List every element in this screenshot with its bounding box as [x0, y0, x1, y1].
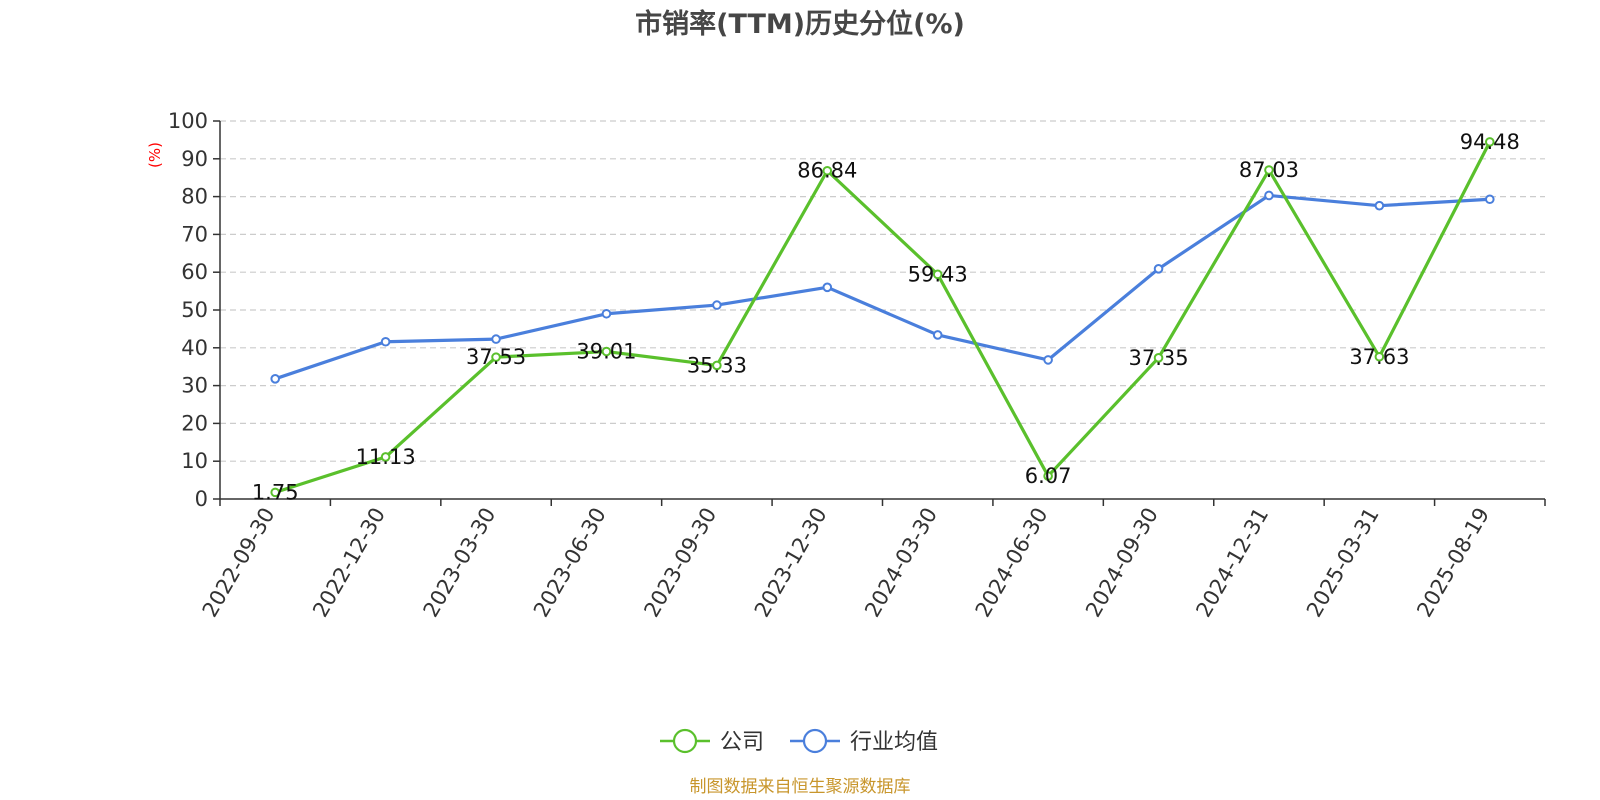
x-tick-label: 2023-06-30	[529, 504, 611, 622]
data-point	[1153, 263, 1164, 274]
data-label: 6.07	[1025, 464, 1072, 488]
data-label: 94.48	[1460, 130, 1520, 154]
data-point	[601, 346, 612, 357]
x-tick-label: 2023-09-30	[639, 504, 721, 622]
data-label: 1.75	[252, 480, 299, 504]
series-line-0	[274, 141, 1492, 494]
x-tick-label: 2023-03-30	[419, 503, 501, 621]
y-tick-label: 20	[181, 411, 208, 435]
y-tick-label: 40	[181, 336, 208, 360]
data-label: 86.84	[797, 159, 857, 183]
data-label: 37.63	[1349, 345, 1409, 369]
data-point	[712, 300, 722, 310]
data-point	[932, 269, 943, 280]
data-label: 37.35	[1128, 346, 1188, 370]
data-point	[270, 487, 281, 498]
y-tick-label: 0	[195, 487, 208, 511]
data-labels: 1.75 11.13 37.53 39.01 35.33 86.84 59.43 6.07 37…	[252, 130, 1520, 505]
x-tick-label: 2024-09-30	[1081, 504, 1163, 622]
data-point	[932, 330, 943, 340]
data-point	[1484, 194, 1495, 205]
data-point	[1374, 351, 1385, 362]
x-tick-label: 2024-12-31	[1191, 504, 1273, 622]
data-point	[380, 452, 391, 462]
data-label: 87.03	[1239, 158, 1299, 182]
data-label: 35.33	[687, 353, 747, 377]
data-point	[822, 282, 833, 293]
legend-item[interactable]: 公司	[660, 728, 764, 755]
data-point	[1484, 137, 1495, 147]
axes: 0 10 20 30 40 50 60 70 80 90 100 2022-09-30 2022-12-…	[168, 109, 1546, 622]
data-label: 39.01	[576, 340, 636, 364]
x-tick-label: 2025-08-19	[1412, 504, 1494, 622]
legend[interactable]: 公司 行业均值	[660, 728, 938, 755]
data-label: 37.53	[466, 345, 526, 369]
y-tick-label: 60	[181, 260, 208, 284]
legend-label: 公司	[720, 730, 764, 755]
data-point	[491, 352, 501, 362]
data-point	[491, 334, 501, 344]
x-tick-label: 2022-12-30	[308, 504, 390, 622]
x-tick-label: 2024-06-30	[971, 504, 1053, 622]
y-tick-label: 90	[181, 147, 208, 171]
data-point	[380, 336, 391, 347]
y-tick-label: 30	[181, 374, 208, 398]
series-line-1	[274, 193, 1490, 381]
source-note: 制图数据来自恒生聚源数据库	[690, 777, 911, 797]
x-tick-label: 2022-09-30	[198, 504, 280, 622]
data-point	[1374, 200, 1385, 211]
legend-marker	[672, 728, 698, 754]
y-tick-label: 50	[181, 298, 208, 322]
data-point	[601, 308, 612, 319]
chart-title: 市销率(TTM)历史分位(%)	[635, 8, 965, 40]
x-tick-label: 2023-12-30	[750, 504, 832, 622]
data-point	[1043, 471, 1053, 481]
data-point	[270, 373, 281, 384]
y-tick-label: 80	[181, 185, 208, 209]
data-point	[712, 360, 722, 371]
x-tick-label: 2024-03-30	[860, 503, 942, 621]
data-label: 11.13	[356, 445, 416, 469]
y-axis-label: (%)	[146, 142, 164, 168]
data-label: 59.43	[908, 262, 968, 286]
grid-lines	[220, 120, 1545, 462]
y-tick-label: 70	[181, 222, 208, 246]
y-tick-label: 10	[181, 449, 208, 473]
legend-label: 行业均值	[850, 730, 938, 755]
data-point	[1264, 165, 1274, 175]
x-tick-label: 2025-03-31	[1302, 504, 1384, 622]
data-point	[1043, 355, 1053, 365]
data-point	[1153, 353, 1164, 363]
legend-marker	[802, 728, 828, 754]
data-point	[822, 165, 833, 176]
legend-item[interactable]: 行业均值	[790, 728, 938, 755]
y-tick-label: 100	[168, 109, 208, 133]
data-point	[1264, 190, 1274, 201]
series-lines	[270, 137, 1495, 498]
